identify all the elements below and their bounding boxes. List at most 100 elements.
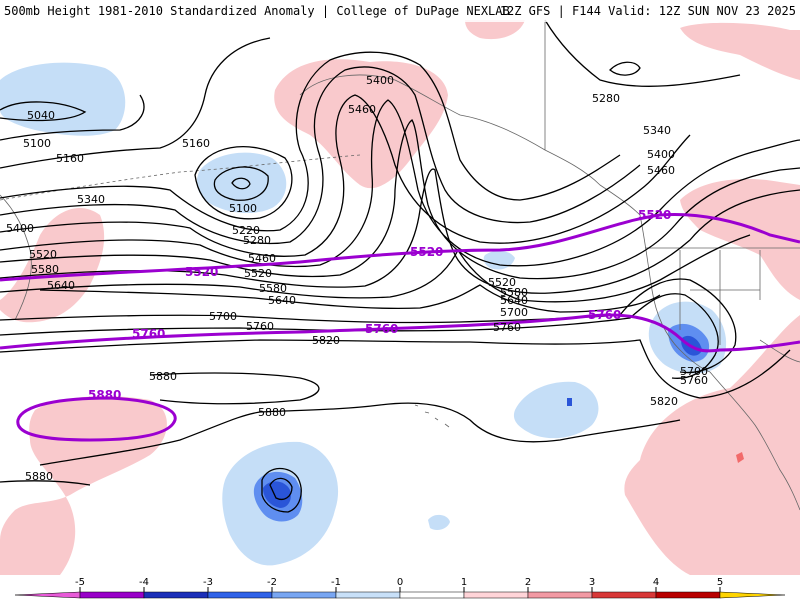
contour-label: 5100 bbox=[23, 137, 51, 150]
dateline bbox=[0, 154, 361, 201]
highlight-label: 5760 bbox=[365, 322, 398, 336]
legend-swatch bbox=[655, 591, 721, 599]
highlight-5760 bbox=[0, 313, 800, 353]
contour-5880 bbox=[39, 402, 681, 466]
legend-bar bbox=[14, 591, 786, 599]
contour-5160-west bbox=[0, 37, 271, 169]
pos-anomaly-dot bbox=[736, 452, 744, 463]
contour-label: 5760 bbox=[493, 321, 521, 334]
highlight-labels: 5520 5520 5520 5760 5760 5760 5880 bbox=[88, 208, 671, 402]
contour-label: 5520 bbox=[488, 276, 516, 289]
map-canvas: 5040 5100 5160 5160 5100 5220 5280 5340 … bbox=[0, 19, 800, 575]
contour-label: 5460 bbox=[348, 103, 376, 116]
neg-anomaly-pacific-small bbox=[483, 250, 515, 270]
contour-label: 5400 bbox=[366, 74, 394, 87]
contour-label: 5160 bbox=[182, 137, 210, 150]
contour-label: 5520 bbox=[244, 267, 272, 280]
legend-swatch bbox=[271, 591, 337, 599]
contour-5160-low bbox=[194, 146, 293, 220]
neg-anomaly-siberia bbox=[0, 62, 126, 136]
pos-anomaly-alaska bbox=[274, 59, 448, 189]
contour-5520-north-alaska bbox=[609, 61, 641, 76]
contour-5100-low bbox=[213, 166, 269, 201]
legend-arrow-left bbox=[14, 591, 81, 599]
contour-label: 5700 bbox=[209, 310, 237, 323]
contour-label: 5100 bbox=[229, 202, 257, 215]
contour-label: 5580 bbox=[31, 263, 59, 276]
contour-label: 5820 bbox=[312, 334, 340, 347]
mexico-coast bbox=[709, 371, 800, 511]
alaska-coast bbox=[299, 74, 641, 216]
neg-anomaly-mid-pacific bbox=[513, 381, 599, 439]
contour-5820 bbox=[0, 339, 791, 399]
contour-labels: 5040 5100 5160 5160 5100 5220 5280 5340 … bbox=[6, 74, 708, 483]
legend-swatch bbox=[399, 591, 465, 599]
gulf-coast bbox=[759, 339, 800, 363]
legend-swatch bbox=[527, 591, 593, 599]
neg-anomaly-small-blob bbox=[428, 514, 450, 530]
legend-tick-label: 5 bbox=[717, 577, 723, 588]
contour-5280-north bbox=[544, 19, 741, 87]
pos-anomaly-canada-east bbox=[680, 179, 800, 300]
contour-label: 5580 bbox=[259, 282, 287, 295]
neg-anomaly-south-pacific-inner bbox=[263, 481, 291, 508]
height-contours bbox=[0, 19, 800, 513]
legend-swatch bbox=[591, 591, 657, 599]
contour-label: 5880 bbox=[258, 406, 286, 419]
contour-label: 5460 bbox=[647, 164, 675, 177]
highlight-5520 bbox=[0, 212, 800, 282]
contour-low-south-inner bbox=[269, 477, 293, 501]
contour-label: 5880 bbox=[149, 370, 177, 383]
pos-anomaly-mexico-gulf bbox=[624, 315, 800, 575]
us-state-lines bbox=[679, 250, 761, 345]
pos-anomaly-hawaii-west bbox=[0, 396, 167, 575]
legend-swatch bbox=[79, 591, 145, 599]
contour-label: 5280 bbox=[592, 92, 620, 105]
hawaii-islands bbox=[414, 404, 450, 428]
contour-5580 bbox=[0, 234, 751, 303]
legend-swatch bbox=[143, 591, 209, 599]
contour-label: 5820 bbox=[650, 395, 678, 408]
contour-label: 5160 bbox=[56, 152, 84, 165]
legend-tick-label: -2 bbox=[267, 577, 277, 588]
legend-arrow-right bbox=[719, 591, 786, 599]
contour-label: 5700 bbox=[680, 365, 708, 378]
contour-5760 bbox=[0, 293, 719, 379]
highlight-label: 5520 bbox=[410, 245, 443, 259]
contour-label: 5640 bbox=[47, 279, 75, 292]
pos-anomaly-canada-top bbox=[680, 22, 800, 80]
contour-label: 5220 bbox=[232, 224, 260, 237]
legend-swatch bbox=[463, 591, 529, 599]
map-header: 500mb Height 1981-2010 Standardized Anom… bbox=[0, 0, 800, 22]
contour-label: 5520 bbox=[29, 248, 57, 261]
highlight-label: 5760 bbox=[588, 308, 621, 322]
map-title: 500mb Height 1981-2010 Standardized Anom… bbox=[4, 4, 510, 18]
contour-5100-west bbox=[0, 94, 145, 141]
contour-5460 bbox=[0, 119, 800, 280]
contour-label: 5340 bbox=[643, 124, 671, 137]
pos-anomaly-north-top bbox=[465, 20, 525, 40]
contour-5880-south bbox=[0, 480, 91, 486]
contour-5220 bbox=[0, 51, 621, 232]
legend-tick-label: -3 bbox=[203, 577, 213, 588]
contour-label: 5760 bbox=[680, 374, 708, 387]
contour-label: 5880 bbox=[25, 470, 53, 483]
legend-swatch bbox=[207, 591, 273, 599]
highlight-contours bbox=[0, 212, 800, 442]
contour-label: 5340 bbox=[77, 193, 105, 206]
legend-tick-label: 2 bbox=[525, 577, 531, 588]
legend-tick-label: 3 bbox=[589, 577, 595, 588]
highlight-label: 5760 bbox=[132, 327, 165, 341]
contour-label: 5400 bbox=[6, 222, 34, 235]
legend-tick-label: 1 bbox=[461, 577, 467, 588]
contour-5400 bbox=[0, 99, 800, 268]
run-info: 12Z GFS | F144 Valid: 12Z SUN NOV 23 202… bbox=[499, 4, 796, 18]
legend-tick-label: -1 bbox=[331, 577, 341, 588]
contour-5280 bbox=[0, 66, 641, 245]
highlight-label: 5520 bbox=[185, 265, 218, 279]
legend-ticks: -5 -4 -3 -2 -1 0 1 2 3 4 5 bbox=[75, 577, 723, 592]
highlight-5880 bbox=[16, 396, 177, 442]
legend-swatch bbox=[335, 591, 401, 599]
contour-label: 5040 bbox=[27, 109, 55, 122]
neg-anomaly-mid-pacific-dot bbox=[567, 398, 572, 406]
